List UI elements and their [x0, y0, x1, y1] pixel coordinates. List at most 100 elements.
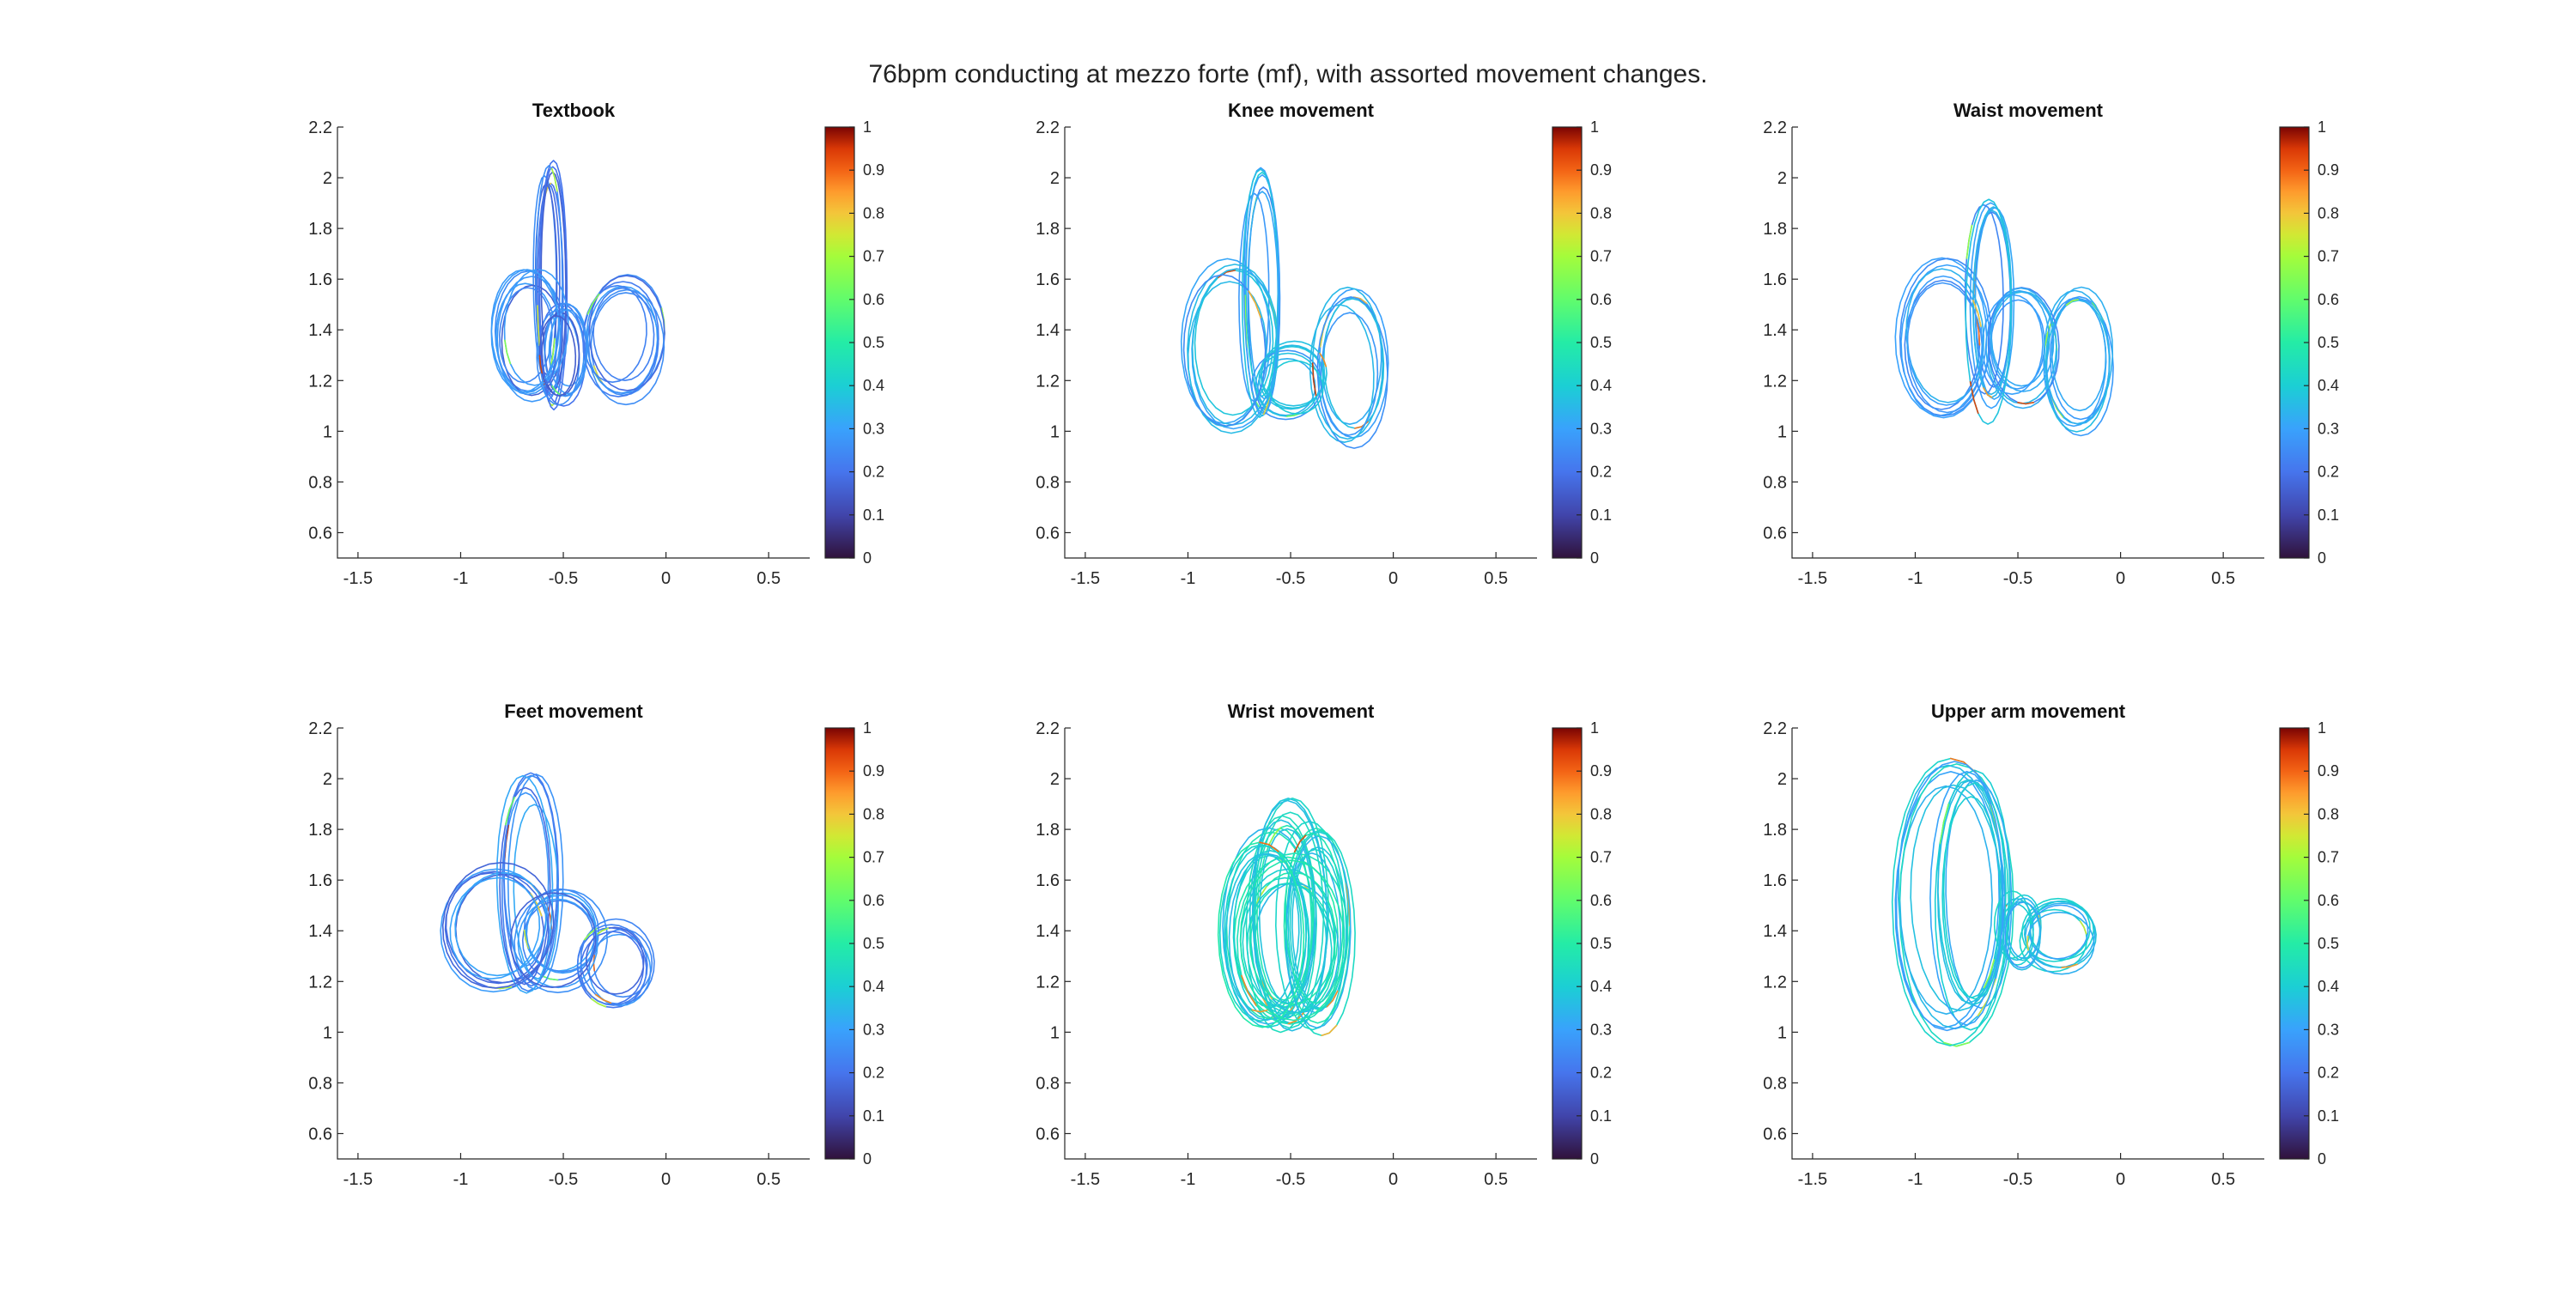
colorbar-tick-label: 0 [2318, 1150, 2326, 1168]
y-tick-label: 1.6 [308, 871, 332, 890]
axes-frame [337, 127, 810, 559]
panel-title: Knee movement [1228, 100, 1375, 121]
trajectory-line [541, 312, 580, 397]
panels: Textbook 0.6 0.8 1 1.2 1.4 1.6 1.8 2 2.2 -1.5 -1 -0.… [308, 100, 2339, 1189]
axes-frame [1791, 127, 2264, 559]
panel-3: Waist movement 0.6 0.8 1 1.2 1.4 1.6 1.8 2 2.2 -1.… [1763, 100, 2339, 588]
trajectory-peak-segment [1248, 290, 1261, 318]
colorbar-tick-label: 0.3 [863, 1021, 884, 1038]
trajectory-line [1906, 275, 1984, 406]
colorbar-tick-label: 0 [2318, 549, 2326, 567]
trajectory-line [1248, 191, 1279, 400]
trajectory-peak-segment [523, 929, 530, 949]
trajectory-line [499, 287, 553, 384]
trajectory-line [1182, 274, 1267, 427]
x-tick-label: 0.5 [756, 1170, 781, 1189]
colorbar-tick-label: 0.1 [2318, 1107, 2339, 1125]
colorbar-tick-label: 0.2 [1590, 464, 1612, 481]
panel-2: Knee movement 0.6 0.8 1 1.2 1.4 1.6 1.8 2 2.2 -1.5… [1036, 100, 1612, 588]
trajectory-peak-segment [595, 993, 612, 1004]
colorbar-tick-label: 0.3 [863, 420, 884, 437]
trajectory-line [503, 772, 559, 987]
y-tick-label: 1.6 [1763, 871, 1787, 890]
y-tick-label: 0.6 [1036, 1125, 1060, 1143]
colorbar-tick-label: 0 [1590, 1150, 1599, 1168]
trajectory-line [585, 926, 645, 995]
x-tick-label: -0.5 [1276, 569, 1305, 588]
trajectory-line [1217, 841, 1305, 1028]
panel-4: Feet movement 0.6 0.8 1 1.2 1.4 1.6 1.8 2 2.2 -1.5… [308, 701, 884, 1189]
trajectory-peak-segment [1983, 387, 1993, 398]
y-tick-label: 1.4 [1763, 922, 1787, 941]
colorbar-tick-label: 0.6 [863, 291, 884, 308]
x-tick-label: -0.5 [549, 569, 578, 588]
trajectory-line [1964, 203, 2004, 395]
y-tick-label: 0.8 [1763, 1074, 1787, 1093]
trajectory-line [1910, 784, 2003, 1011]
trajectory-line [582, 281, 659, 397]
colorbar-tick-label: 0.4 [863, 978, 884, 995]
x-tick-label: 0.5 [1484, 569, 1508, 588]
trajectory-line [1993, 890, 2032, 959]
y-tick-label: 1.2 [1036, 372, 1060, 391]
trajectory-peak-segment [541, 975, 559, 981]
trajectory-line [525, 892, 597, 972]
colorbar-tick-label: 0.8 [1590, 204, 1612, 221]
trajectory-line [592, 287, 655, 381]
x-tick-label: -1 [453, 1170, 469, 1189]
colorbar-tick-label: 0.1 [863, 1107, 884, 1125]
y-tick-label: 1.2 [308, 372, 332, 391]
colorbar-tick-label: 1 [1590, 719, 1599, 737]
y-tick-label: 2.2 [308, 118, 332, 137]
panel-title: Textbook [532, 100, 616, 121]
y-tick-label: 0.6 [1763, 524, 1787, 543]
y-tick-label: 2.2 [1763, 118, 1787, 137]
trajectory-line [513, 889, 608, 993]
colorbar-tick-label: 0.2 [1590, 1065, 1612, 1082]
trajectory-peak-segment [2065, 299, 2079, 306]
trajectory-line [1987, 287, 2060, 405]
axes-frame [1064, 728, 1537, 1160]
y-tick-label: 1.8 [1763, 821, 1787, 840]
x-tick-label: 0 [1388, 1170, 1398, 1189]
x-tick-label: 0 [2116, 1170, 2125, 1189]
trajectory-peak-segment [1975, 316, 1981, 346]
x-tick-label: -1 [453, 569, 469, 588]
trajectory-line [1929, 771, 2004, 1026]
x-tick-label: -0.5 [2003, 1170, 2032, 1189]
trajectory-line [1895, 761, 2007, 1032]
trajectory-line [1246, 883, 1333, 1015]
y-tick-label: 1.6 [308, 270, 332, 289]
trajectory-line [1942, 782, 2007, 1000]
y-tick-label: 2 [323, 770, 332, 789]
colorbar-tick-label: 0.1 [1590, 1107, 1612, 1125]
y-tick-label: 1 [1050, 422, 1060, 441]
trajectory-peak-segment [537, 305, 541, 347]
trajectory-line [495, 774, 554, 994]
trajectory-peak-segment [551, 385, 562, 397]
trajectory-line [449, 876, 541, 980]
colorbar-tick-label: 0.6 [1590, 291, 1612, 308]
panel-title: Wrist movement [1228, 701, 1375, 722]
trajectory-line [507, 773, 564, 991]
y-tick-label: 1.6 [1036, 871, 1060, 890]
colorbar-tick-label: 0.7 [863, 248, 884, 265]
colorbar-tick-label: 0.6 [1590, 892, 1612, 909]
trajectory-peak-segment [538, 355, 543, 374]
colorbar-tick-label: 1 [1590, 118, 1599, 136]
x-tick-label: -1.5 [343, 569, 373, 588]
trajectory-peak-segment [1972, 300, 1982, 327]
colorbar-tick-label: 0.9 [2318, 161, 2339, 179]
colorbar-tick-label: 1 [2318, 118, 2326, 136]
colorbar-tick-label: 0.2 [863, 464, 884, 481]
x-tick-label: -1.5 [1071, 569, 1100, 588]
x-tick-label: -1 [1181, 1170, 1196, 1189]
colorbar-tick-label: 0.4 [1590, 978, 1612, 995]
y-tick-label: 1.8 [1036, 821, 1060, 840]
trajectory-line [454, 871, 547, 977]
trajectory-peak-segment [1293, 834, 1307, 853]
colorbar-tick-label: 0.6 [863, 892, 884, 909]
y-tick-label: 1.8 [1763, 220, 1787, 239]
trajectory-line [2024, 901, 2097, 968]
